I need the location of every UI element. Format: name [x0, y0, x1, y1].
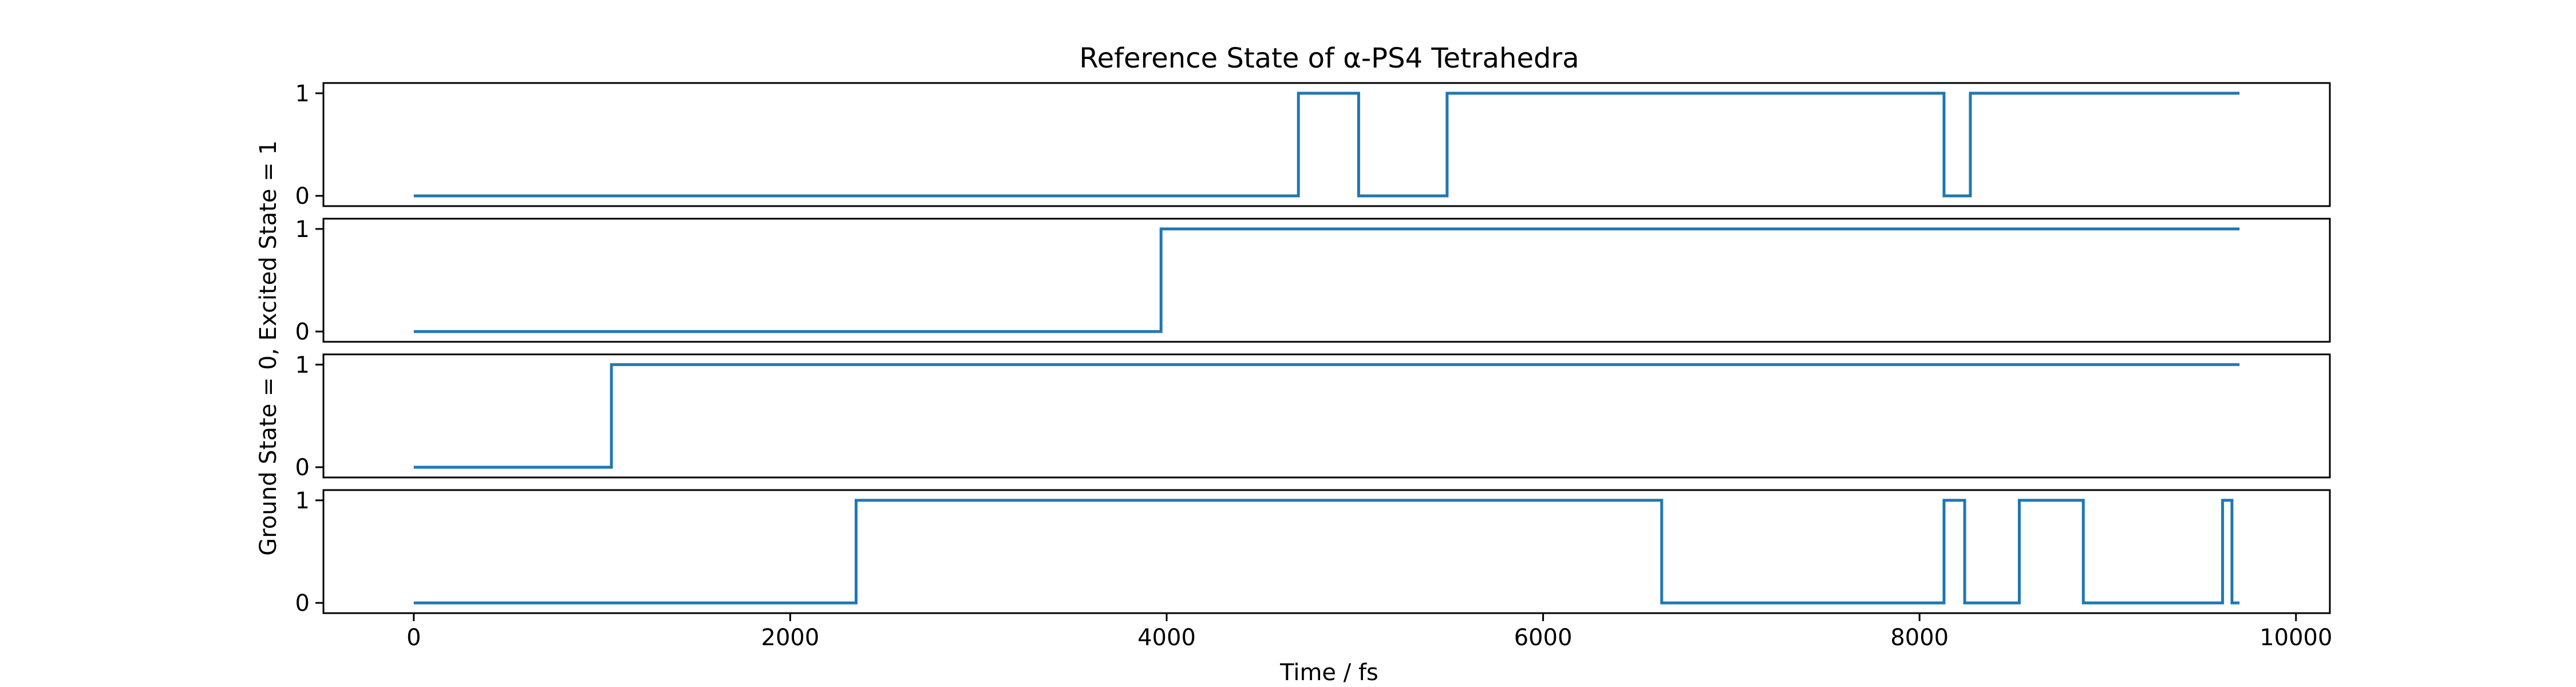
panel-frame: [322, 82, 2331, 207]
subplot-panel: 01: [295, 81, 2331, 210]
x-tick-label: 0: [406, 625, 421, 651]
y-axis-label: Ground State = 0, Excited State = 1: [255, 140, 282, 556]
panel-frame: [322, 489, 2331, 614]
panel-frame: [322, 353, 2331, 479]
panel-frame: [322, 218, 2331, 343]
y-tick-label: 0: [295, 590, 310, 617]
series-line: [413, 499, 2240, 605]
y-tick-label: 1: [295, 81, 310, 107]
y-tick-label: 1: [295, 352, 310, 378]
y-tick-label: 0: [295, 455, 310, 481]
y-tick-label: 0: [295, 319, 310, 345]
series-line: [413, 363, 2240, 469]
chart-title: Reference State of α-PS4 Tetrahedra: [1079, 42, 1579, 74]
x-tick-label: 6000: [1514, 625, 1573, 651]
x-tick-label: 4000: [1137, 625, 1196, 651]
series-line: [413, 92, 2240, 198]
series-line: [413, 227, 2240, 333]
x-tick-label: 2000: [761, 625, 820, 651]
subplot-panel: 01: [295, 352, 2331, 481]
x-tick-label: 8000: [1890, 625, 1949, 651]
x-axis-label: Time / fs: [1279, 660, 1378, 686]
subplot-panel: 0 1 0 2000 4000 6000 8000 10000: [295, 488, 2333, 651]
y-tick-label: 0: [295, 183, 310, 210]
x-tick-label: 10000: [2259, 625, 2332, 651]
y-tick-label: 1: [295, 216, 310, 243]
subplot-panel: 01: [295, 216, 2331, 345]
y-tick-label: 1: [295, 488, 310, 514]
